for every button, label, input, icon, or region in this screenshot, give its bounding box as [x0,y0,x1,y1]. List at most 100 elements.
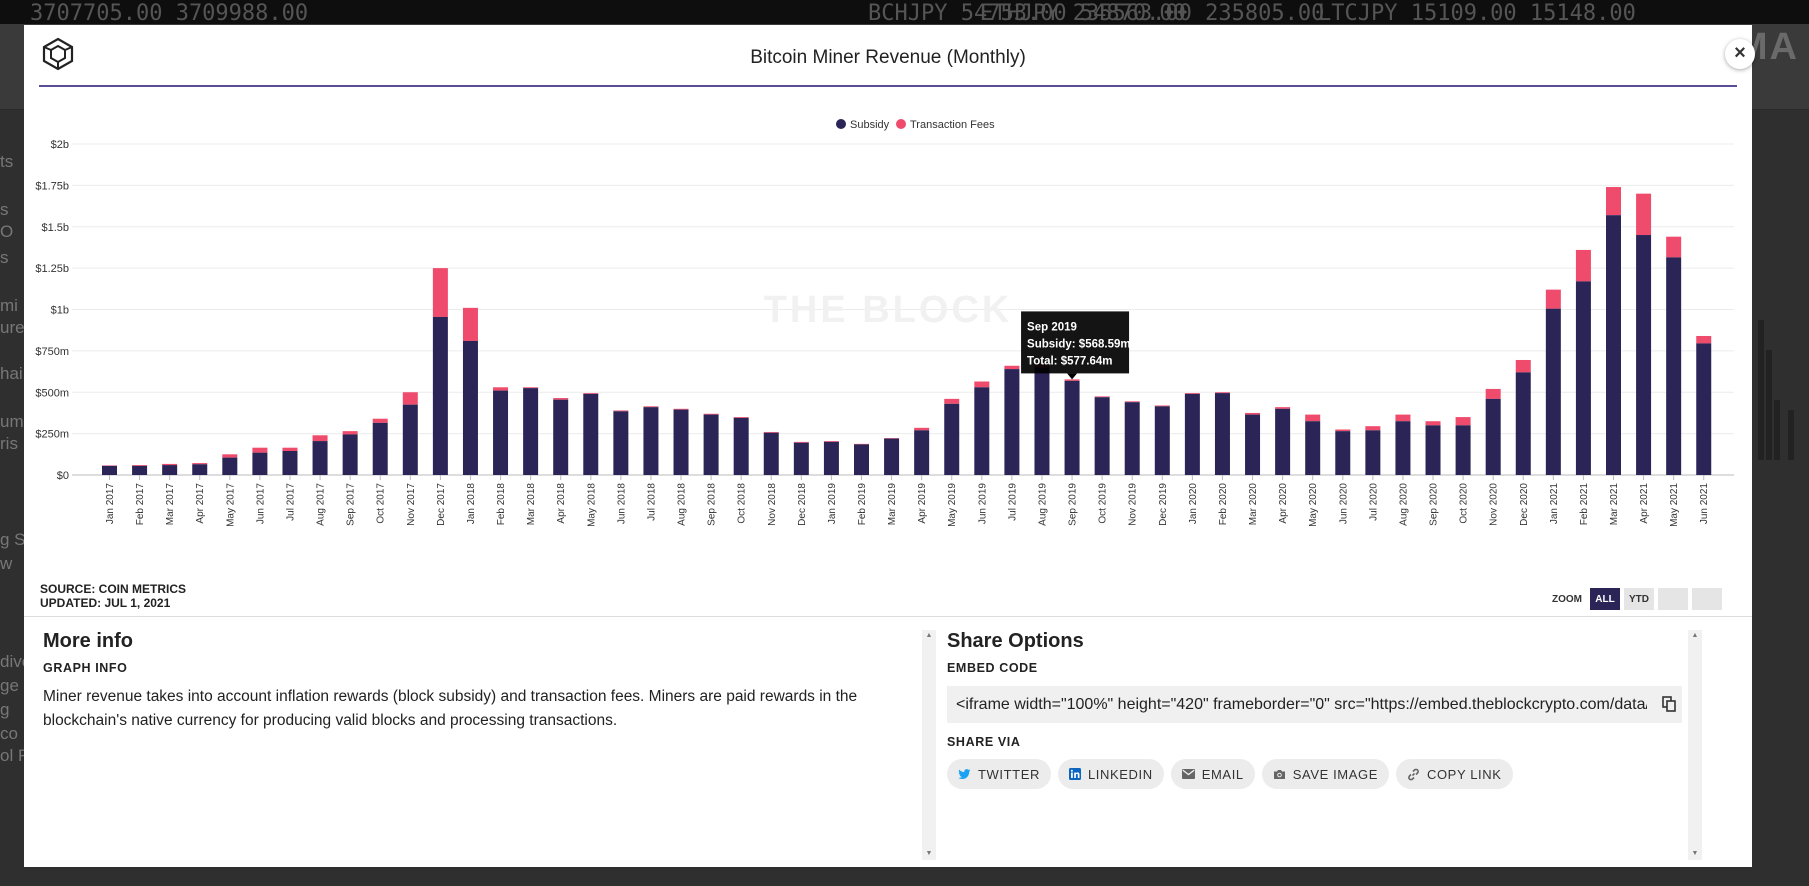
more-info-scrollbar[interactable]: ▲ ▼ [922,630,936,860]
close-button[interactable]: × [1725,39,1755,69]
x-tick-label: Feb 2018 [496,483,507,526]
bar-subsidy [1575,281,1591,475]
bar-subsidy [1335,431,1351,475]
x-tick-label: Aug 2020 [1398,483,1409,526]
ticker-item: BCHJPY 54753.00 54870.00 [868,1,1186,24]
chart-tooltip: Sep 2019 Subsidy: $568.59m Total: $577.64m [1021,311,1131,380]
background-text: ure [0,318,24,337]
linkedin-share-button[interactable]: LINKEDIN [1057,759,1164,789]
zoom-all-button[interactable]: ALL [1590,588,1620,610]
background-text: s [0,200,9,219]
background-text: w [0,554,13,573]
x-tick-label: Apr 2017 [195,483,206,524]
bar-subsidy [1395,421,1411,475]
bar-subsidy [1365,430,1381,475]
bar-fees [703,413,719,415]
x-tick-label: Aug 2017 [316,483,327,526]
bar-fees [1305,414,1321,422]
bar-fees [643,406,659,408]
linkedin-icon [1068,768,1081,780]
x-tick-label: Feb 2020 [1218,483,1229,526]
x-tick-label: May 2019 [947,483,958,527]
bar-subsidy [1034,367,1050,475]
bar-fees [1545,289,1561,309]
scroll-up-icon[interactable]: ▲ [1691,632,1699,639]
legend-label-subsidy: Subsidy [850,119,890,131]
camera-icon [1273,769,1285,779]
copy-icon[interactable] [1662,696,1676,712]
x-tick-label: Mar 2018 [526,483,537,526]
x-tick-label: Apr 2021 [1639,483,1650,524]
embed-code-input[interactable] [947,686,1647,723]
embed-code-box [947,686,1682,723]
bar-fees [1245,412,1261,415]
email-icon [1181,769,1195,779]
share-scrollbar[interactable]: ▲ ▼ [1688,630,1702,860]
save-image-button[interactable]: SAVE IMAGE [1261,759,1389,789]
x-tick-label: Jul 2020 [1368,483,1379,521]
bar-subsidy [884,438,900,475]
scroll-down-icon[interactable]: ▼ [1691,850,1699,857]
email-share-button[interactable]: EMAIL [1170,759,1255,789]
zoom-ytd-button[interactable]: YTD [1624,588,1654,610]
zoom-option-button[interactable] [1692,588,1722,610]
more-info-panel: More info GRAPH INFO Miner revenue takes… [43,630,923,733]
twitter-label: TWITTER [978,766,1040,782]
x-tick-label: Mar 2017 [165,483,176,526]
bar-fees [493,387,509,391]
x-tick-label: Apr 2018 [556,483,567,524]
x-tick-label: Mar 2021 [1609,483,1620,526]
x-tick-label: Mar 2020 [1248,483,1259,526]
tooltip-line: Total: $577.64m [1027,355,1112,367]
bar-subsidy [793,442,809,475]
bar-fees [1666,236,1682,258]
bar-subsidy [132,465,148,475]
x-tick-label: Sep 2017 [346,483,357,526]
twitter-share-button[interactable]: TWITTER [947,759,1051,789]
source-line: SOURCE: COIN METRICS [40,582,187,596]
scroll-up-icon[interactable]: ▲ [925,632,933,639]
bar-subsidy [1606,215,1621,475]
background-text: um [0,412,24,431]
background-text: O [0,222,14,241]
bar-fees [192,463,208,465]
x-tick-label: Oct 2018 [737,483,748,524]
bar-fees [1335,429,1351,432]
bar-subsidy [1214,393,1230,475]
graph-info-label: GRAPH INFO [43,661,128,675]
background-text: g S [0,530,24,549]
y-tick-label: $1.75b [35,180,69,192]
bar-fees [1425,421,1441,426]
background-bar [1758,320,1764,460]
x-tick-label: May 2021 [1669,483,1680,527]
bar-subsidy [1184,393,1200,475]
x-tick-label: Oct 2019 [1098,483,1109,524]
background-bar [1766,350,1772,460]
bar-subsidy [1636,235,1652,475]
background-text: ol Revenue [0,746,24,765]
tooltip-box [1021,311,1130,374]
bar-fees [1365,426,1381,431]
background-text: ge [0,676,19,695]
bar-subsidy [1275,408,1291,475]
x-tick-label: Jan 2020 [1188,483,1199,525]
bar-fees [312,435,328,442]
bar-fees [613,410,629,412]
x-tick-label: Sep 2020 [1429,483,1440,526]
tooltip-line: Sep 2019 [1027,321,1077,333]
bar-subsidy [1154,406,1170,475]
bar-fees [673,408,689,410]
bar-subsidy [432,316,448,475]
y-tick-label: $1.25b [35,263,69,275]
zoom-option-button[interactable] [1658,588,1688,610]
x-tick-label: Apr 2019 [917,483,928,524]
section-divider [24,616,1752,617]
bar-subsidy [1666,257,1682,475]
bar-subsidy [1545,308,1561,475]
bar-fees [132,465,148,466]
scroll-down-icon[interactable]: ▼ [925,850,933,857]
bar-subsidy [553,399,569,475]
bar-fees [1214,392,1230,394]
ticker-item: LTCJPY 15109.00 15148.00 [1318,1,1636,24]
copy-link-button[interactable]: COPY LINK [1395,759,1513,789]
